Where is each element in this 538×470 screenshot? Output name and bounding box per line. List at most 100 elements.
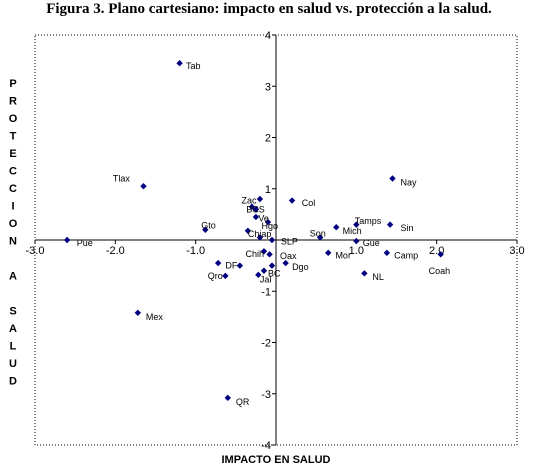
y-axis-title-letter: L bbox=[10, 341, 17, 353]
figure-title: Figura 3. Plano cartesiano: impacto en s… bbox=[46, 1, 492, 17]
data-point bbox=[288, 197, 296, 204]
data-point bbox=[244, 227, 252, 234]
point-label: Camp bbox=[394, 250, 418, 260]
point-label: Nay bbox=[401, 178, 418, 188]
data-point bbox=[353, 237, 360, 245]
y-axis-title-letter: C bbox=[9, 166, 17, 178]
x-axis-title: IMPACTO EN SALUD bbox=[222, 454, 331, 466]
data-point bbox=[255, 271, 262, 279]
data-point bbox=[437, 251, 444, 258]
y-axis-title-letter: R bbox=[9, 96, 17, 108]
x-tick-label: 3.0 bbox=[509, 245, 524, 257]
y-axis-title-letter: N bbox=[9, 236, 17, 248]
data-point bbox=[264, 218, 272, 226]
point-label: Jal bbox=[260, 274, 272, 284]
data-point bbox=[325, 249, 332, 257]
data-point bbox=[236, 262, 244, 269]
data-point bbox=[386, 221, 394, 228]
data-point bbox=[268, 236, 276, 244]
y-axis-title-letter: A bbox=[9, 271, 17, 283]
point-label: NL bbox=[372, 272, 384, 282]
data-point bbox=[389, 175, 396, 182]
y-axis-title-letter: A bbox=[9, 323, 17, 335]
point-label: SLP bbox=[281, 237, 298, 247]
data-point bbox=[256, 234, 264, 241]
data-point bbox=[316, 234, 324, 241]
point-label: BC bbox=[268, 268, 281, 278]
data-point bbox=[222, 272, 229, 280]
y-tick-label: -4 bbox=[261, 440, 271, 452]
data-point bbox=[268, 262, 276, 269]
point-label: Zac bbox=[241, 196, 257, 206]
data-point bbox=[260, 267, 268, 274]
point-label: Mich bbox=[343, 226, 362, 236]
point-label: Gto bbox=[201, 221, 216, 231]
y-axis-title-letter: O bbox=[9, 218, 18, 230]
y-tick-label: 2 bbox=[265, 133, 271, 145]
y-axis-title-letter: U bbox=[9, 358, 17, 370]
data-point bbox=[63, 236, 71, 244]
y-axis-title-letter: T bbox=[10, 131, 17, 143]
point-label: Tamps bbox=[355, 216, 382, 226]
data-points bbox=[63, 59, 444, 402]
data-point bbox=[256, 195, 264, 203]
y-axis-title-letter: O bbox=[9, 113, 18, 125]
point-label: Dgo bbox=[292, 262, 309, 272]
point-label: Gue bbox=[363, 238, 380, 248]
point-label: BCS bbox=[246, 204, 265, 214]
y-tick-label: 3 bbox=[265, 81, 271, 93]
y-axis-title-letter: P bbox=[9, 78, 16, 90]
point-label: Ve bbox=[258, 213, 269, 223]
point-label: Qro bbox=[208, 271, 223, 281]
data-point bbox=[353, 221, 360, 228]
point-label: Tlax bbox=[113, 174, 131, 184]
data-point bbox=[333, 223, 340, 231]
point-label: Sin bbox=[401, 223, 414, 233]
data-point bbox=[202, 226, 209, 233]
data-point bbox=[252, 213, 260, 221]
data-point bbox=[361, 270, 368, 277]
y-axis-title-letter: I bbox=[11, 201, 14, 213]
y-tick-label: 4 bbox=[265, 30, 271, 42]
x-tick-label: -2.0 bbox=[106, 245, 125, 257]
y-tick-label: -1 bbox=[261, 286, 271, 298]
y-tick-label: 1 bbox=[265, 184, 271, 196]
point-label: Col bbox=[302, 198, 316, 208]
y-axis-title-letter: E bbox=[9, 148, 16, 160]
point-label: Mor bbox=[335, 250, 351, 260]
point-label: Coah bbox=[429, 266, 451, 276]
point-label: QR bbox=[236, 397, 250, 407]
point-label: Pue bbox=[77, 238, 93, 248]
data-point bbox=[260, 248, 268, 255]
point-label: Son bbox=[310, 228, 326, 238]
y-axis-title-letter: D bbox=[9, 376, 17, 388]
point-label: Mex bbox=[146, 312, 164, 322]
data-point bbox=[140, 182, 147, 190]
data-point bbox=[252, 206, 260, 213]
data-point bbox=[224, 394, 231, 402]
data-point bbox=[214, 259, 222, 267]
data-point bbox=[134, 309, 142, 316]
x-tick-label: -1.0 bbox=[186, 245, 205, 257]
data-point bbox=[282, 259, 289, 267]
y-axis-title-letter: C bbox=[9, 183, 17, 195]
data-point bbox=[383, 249, 391, 257]
data-point bbox=[176, 59, 183, 67]
y-tick-label: -2 bbox=[261, 338, 271, 350]
data-point bbox=[248, 203, 256, 210]
x-tick-label: 1.0 bbox=[349, 245, 364, 257]
x-tick-label: -3.0 bbox=[26, 245, 45, 257]
point-label: Tab bbox=[186, 61, 201, 71]
point-label: DF bbox=[225, 261, 237, 271]
point-label: Oax bbox=[280, 251, 297, 261]
y-axis-title-letter: S bbox=[9, 306, 16, 318]
point-label: Hgo bbox=[262, 221, 279, 231]
data-point bbox=[266, 251, 273, 258]
y-tick-label: -3 bbox=[261, 389, 271, 401]
point-label: Chiap bbox=[248, 229, 272, 239]
point-label: Chih bbox=[245, 249, 264, 259]
